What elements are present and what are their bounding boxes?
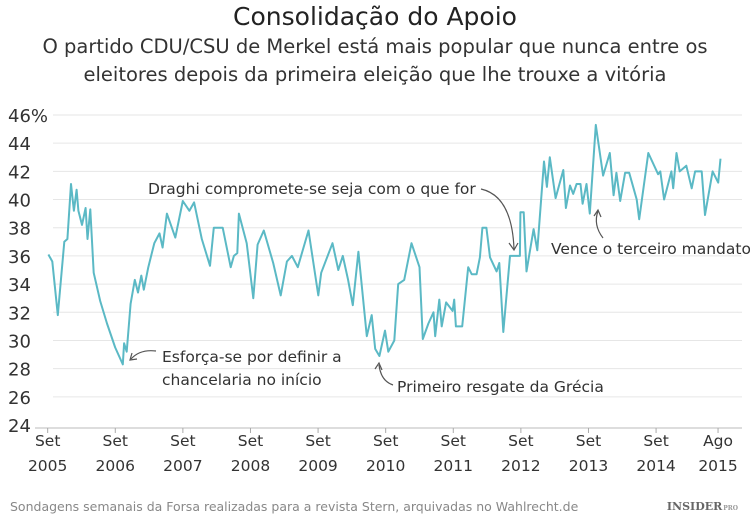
y-tick-label: 42 [8,162,31,183]
x-tick-month: Set [238,432,263,450]
x-tick-month: Set [103,432,128,450]
chart-subtitle-line1: O partido CDU/CSU de Merkel está mais po… [42,35,708,58]
arrowhead-icon [508,242,519,252]
annotation-chancellery-line1: Esforça-se por definir a [162,348,342,366]
x-tick-month: Set [441,432,466,450]
x-tick-month: Set [35,432,60,450]
annotation-draghi: Draghi compromete-se seja com o que for [148,180,476,198]
x-tick-month: Set [373,432,398,450]
x-tick-year: 2013 [569,457,608,475]
x-tick-month: Set [170,432,195,450]
brand-logo: INSIDERPRO [667,500,738,513]
x-tick-year: 2014 [636,457,675,475]
y-tick-label: 30 [8,331,31,352]
x-tick-month: Set [576,432,601,450]
chart-subtitle-line2: eleitores depois da primeira eleição que… [83,63,667,86]
brand-name: INSIDER [666,500,723,513]
x-tick-year: 2007 [163,457,202,475]
x-tick-year: 2012 [501,457,540,475]
series-line [47,123,722,366]
x-tick-month: Set [305,432,330,450]
x-tick-year: 2011 [434,457,473,475]
x-tick-month: Set [643,432,668,450]
y-tick-label: 40 [8,191,31,212]
y-tick-label: 36 [8,247,31,268]
y-tick-label: 38 [8,219,31,240]
y-tick-label: 28 [8,360,31,381]
x-tick-year: 2008 [231,457,270,475]
annotation-arrow-chancellery [130,350,157,360]
x-tick-year: 2009 [298,457,337,475]
annotation-third-term: Vence o terceiro mandato [551,240,750,258]
annotation-chancellery-line2: chancelaria no início [162,371,322,389]
annotation-greece-bailout: Primeiro resgate da Grécia [397,378,604,396]
arrowhead-icon [129,352,138,361]
arrowhead-icon [593,208,602,218]
source-note: Sondagens semanais da Forsa realizadas p… [10,499,579,514]
x-tick-year: 2010 [366,457,405,475]
y-tick-label: 24 [8,416,31,437]
y-tick-label: 32 [8,303,31,324]
y-tick-label: 44 [8,134,31,155]
annotation-arrow-third-term [595,210,604,239]
annotation-arrow-draghi [480,188,515,250]
y-tick-label: 46% [8,106,48,127]
y-tick-label: 34 [8,275,31,296]
brand-suffix: PRO [723,505,738,512]
x-tick-month: Ago [703,432,733,450]
arrowhead-icon [374,361,383,371]
x-tick-year: 2015 [698,457,737,475]
x-tick-year: 2005 [28,457,67,475]
y-tick-label: 26 [8,388,31,409]
x-tick-year: 2006 [96,457,135,475]
chart-title: Consolidação do Apoio [233,2,517,31]
annotation-arrow-greece [378,364,394,386]
x-tick-month: Set [508,432,533,450]
